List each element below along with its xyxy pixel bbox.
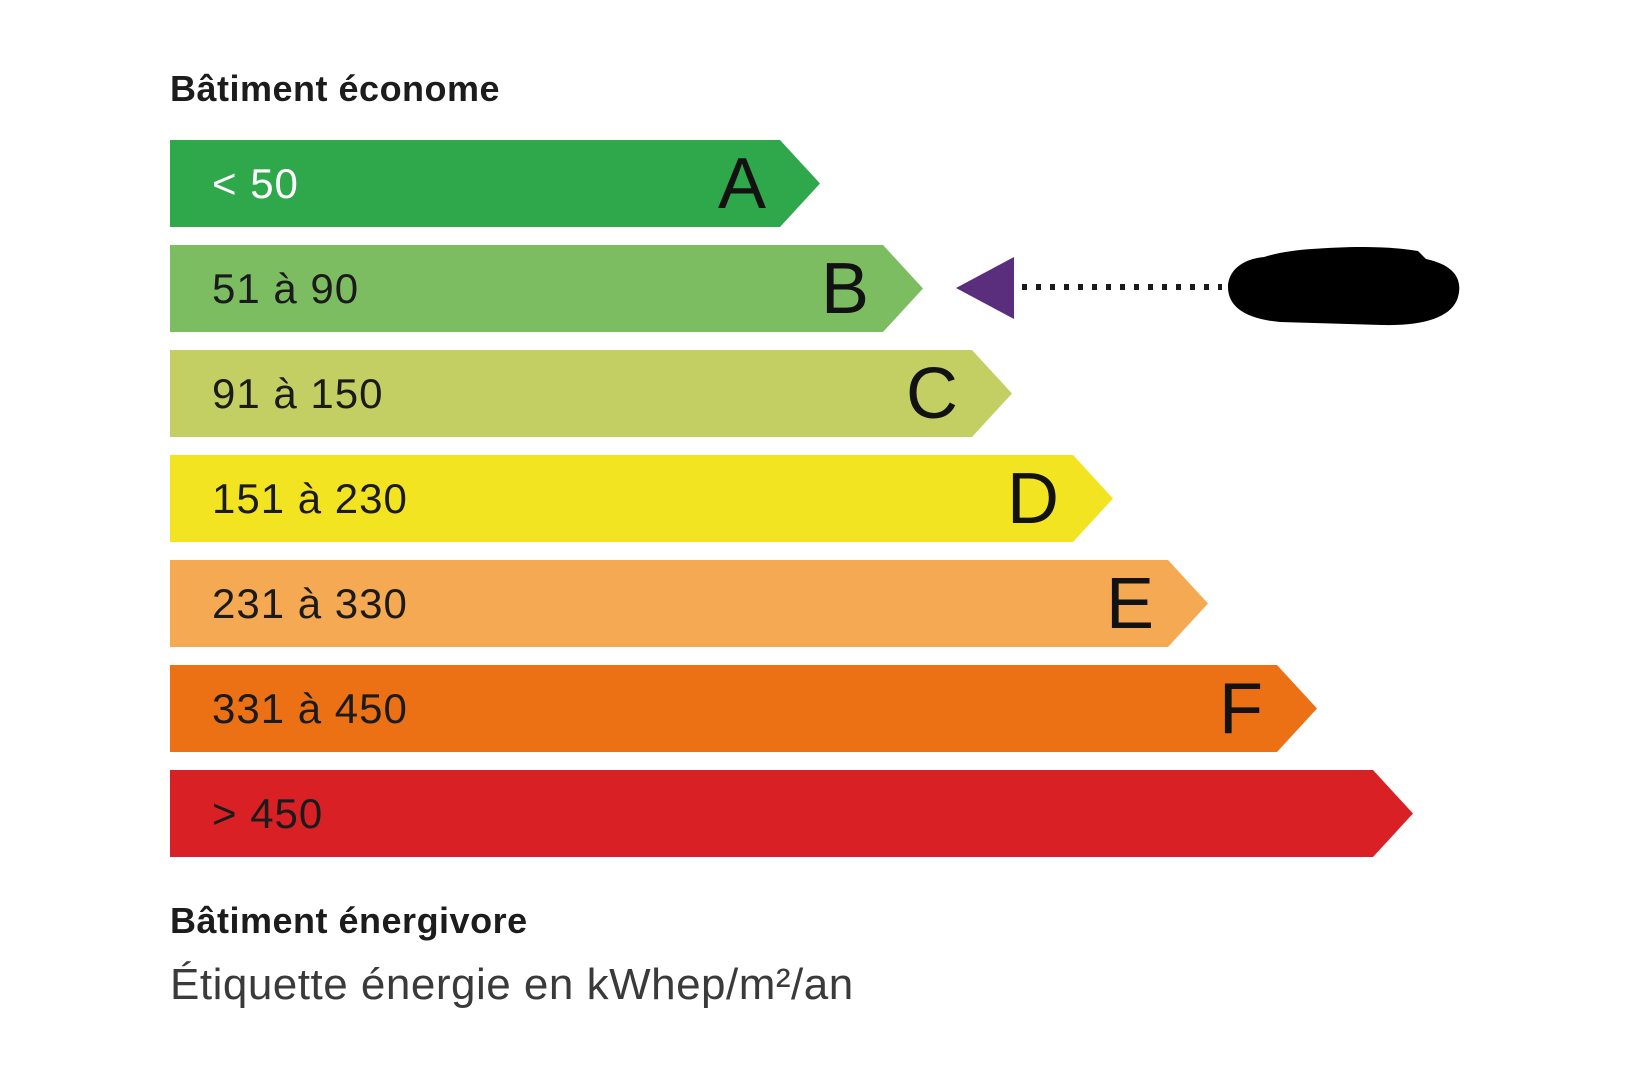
class-letter-d: D bbox=[1007, 458, 1059, 539]
class-letter-b: B bbox=[820, 248, 869, 329]
class-letter-e: E bbox=[1105, 563, 1154, 644]
energy-class-row-f: 331 à 450 F bbox=[170, 665, 1317, 752]
energy-class-row-d: 151 à 230 D bbox=[170, 455, 1113, 542]
energy-class-scale: < 50 A 51 à 90 B 91 à 150 C 151 à 230 D … bbox=[170, 140, 1413, 875]
class-letter-f: F bbox=[1219, 668, 1263, 749]
class-letter-a: A bbox=[717, 143, 766, 224]
energy-class-row-a: < 50 A bbox=[170, 140, 820, 227]
energy-intensive-building-label: Bâtiment énergivore bbox=[170, 900, 528, 941]
class-range-g: > 450 bbox=[212, 789, 324, 837]
energy-class-row-b: 51 à 90 B bbox=[170, 245, 923, 332]
redaction-blob-shape bbox=[1228, 247, 1460, 326]
energy-class-row-e: 231 à 330 E bbox=[170, 560, 1208, 647]
energy-class-row-g: > 450 bbox=[170, 770, 1413, 857]
class-range-c: 91 à 150 bbox=[212, 369, 384, 417]
class-letter-c: C bbox=[906, 353, 958, 434]
class-range-f: 331 à 450 bbox=[212, 684, 408, 732]
class-range-a: < 50 bbox=[212, 159, 299, 207]
redacted-value-scribble bbox=[1228, 247, 1460, 326]
energy-class-row-c: 91 à 150 C bbox=[170, 350, 1012, 437]
energy-label-unit-caption: Étiquette énergie en kWhep/m²/an bbox=[170, 960, 854, 1009]
class-range-b: 51 à 90 bbox=[212, 264, 360, 312]
class-range-d: 151 à 230 bbox=[212, 474, 408, 522]
marker-dotted-line bbox=[1022, 284, 1222, 290]
economical-building-label: Bâtiment économe bbox=[170, 68, 501, 109]
class-range-e: 231 à 330 bbox=[212, 579, 408, 627]
